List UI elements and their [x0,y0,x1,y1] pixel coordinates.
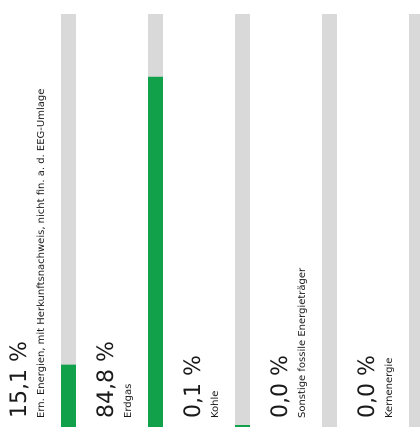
bar-track [322,14,337,427]
bar-track [409,14,420,427]
category-label-4: Kernenergie [384,357,395,418]
bar-0 [61,364,76,427]
value-label-0: 15,1 % [7,341,32,418]
category-label-2: Kohle [210,390,221,418]
bar-2 [235,425,250,427]
category-label-3: Sonstige fossile Energieträger [297,267,308,418]
bar-track [235,14,250,427]
value-label-4: 0,0 % [355,355,380,418]
bar-track [61,14,76,427]
value-label-1: 84,8 % [94,341,119,418]
value-label-2: 0,1 % [181,355,206,418]
category-label-0: Ern. Energien, mit Herkunftsnachweis, ni… [36,88,47,418]
value-label-3: 0,0 % [268,355,293,418]
bar-1 [148,76,163,427]
category-label-1: Erdgas [123,383,134,418]
